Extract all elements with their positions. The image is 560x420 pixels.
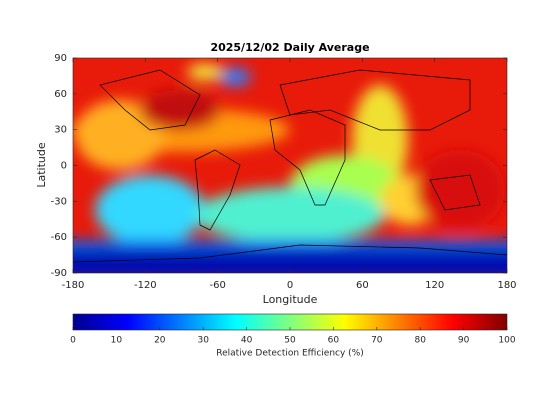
colorbar-tick-label: 80	[414, 336, 426, 346]
colorbar-tick-label: 50	[284, 336, 296, 346]
x-tick-label: 60	[356, 280, 369, 291]
x-tick-label: -60	[209, 280, 225, 291]
y-tick-label: -30	[51, 196, 67, 207]
y-tick-label: -90	[51, 268, 67, 279]
map-field	[73, 58, 507, 273]
colorbar-tick-label: 10	[111, 336, 123, 346]
colorbar-tick-label: 90	[458, 336, 470, 346]
x-tick-label: 180	[497, 280, 516, 291]
colorbar-tick-label: 0	[70, 336, 76, 346]
x-tick-label: 120	[425, 280, 444, 291]
colorbar-tick-label: 20	[154, 336, 166, 346]
colorbar-label: Relative Detection Efficiency (%)	[216, 349, 364, 359]
y-tick-label: 60	[54, 89, 67, 100]
chart-title: 2025/12/02 Daily Average	[210, 41, 369, 54]
y-tick-label: -60	[51, 232, 67, 243]
colorbar-tick-label: 100	[498, 336, 515, 346]
colorbar-tick-label: 70	[371, 336, 383, 346]
colorbar-tick-label: 40	[241, 336, 253, 346]
colorbar-tick-label: 30	[197, 336, 209, 346]
x-axis-label: Longitude	[263, 293, 318, 306]
colorbar-tick-label: 60	[328, 336, 340, 346]
x-tick-label: 0	[287, 280, 293, 291]
y-axis-label: Latitude	[35, 142, 48, 188]
y-tick-label: 0	[61, 161, 67, 172]
y-tick-label: 90	[54, 53, 67, 64]
y-tick-label: 30	[54, 125, 67, 136]
x-tick-label: -180	[62, 280, 85, 291]
x-tick-label: -120	[134, 280, 157, 291]
